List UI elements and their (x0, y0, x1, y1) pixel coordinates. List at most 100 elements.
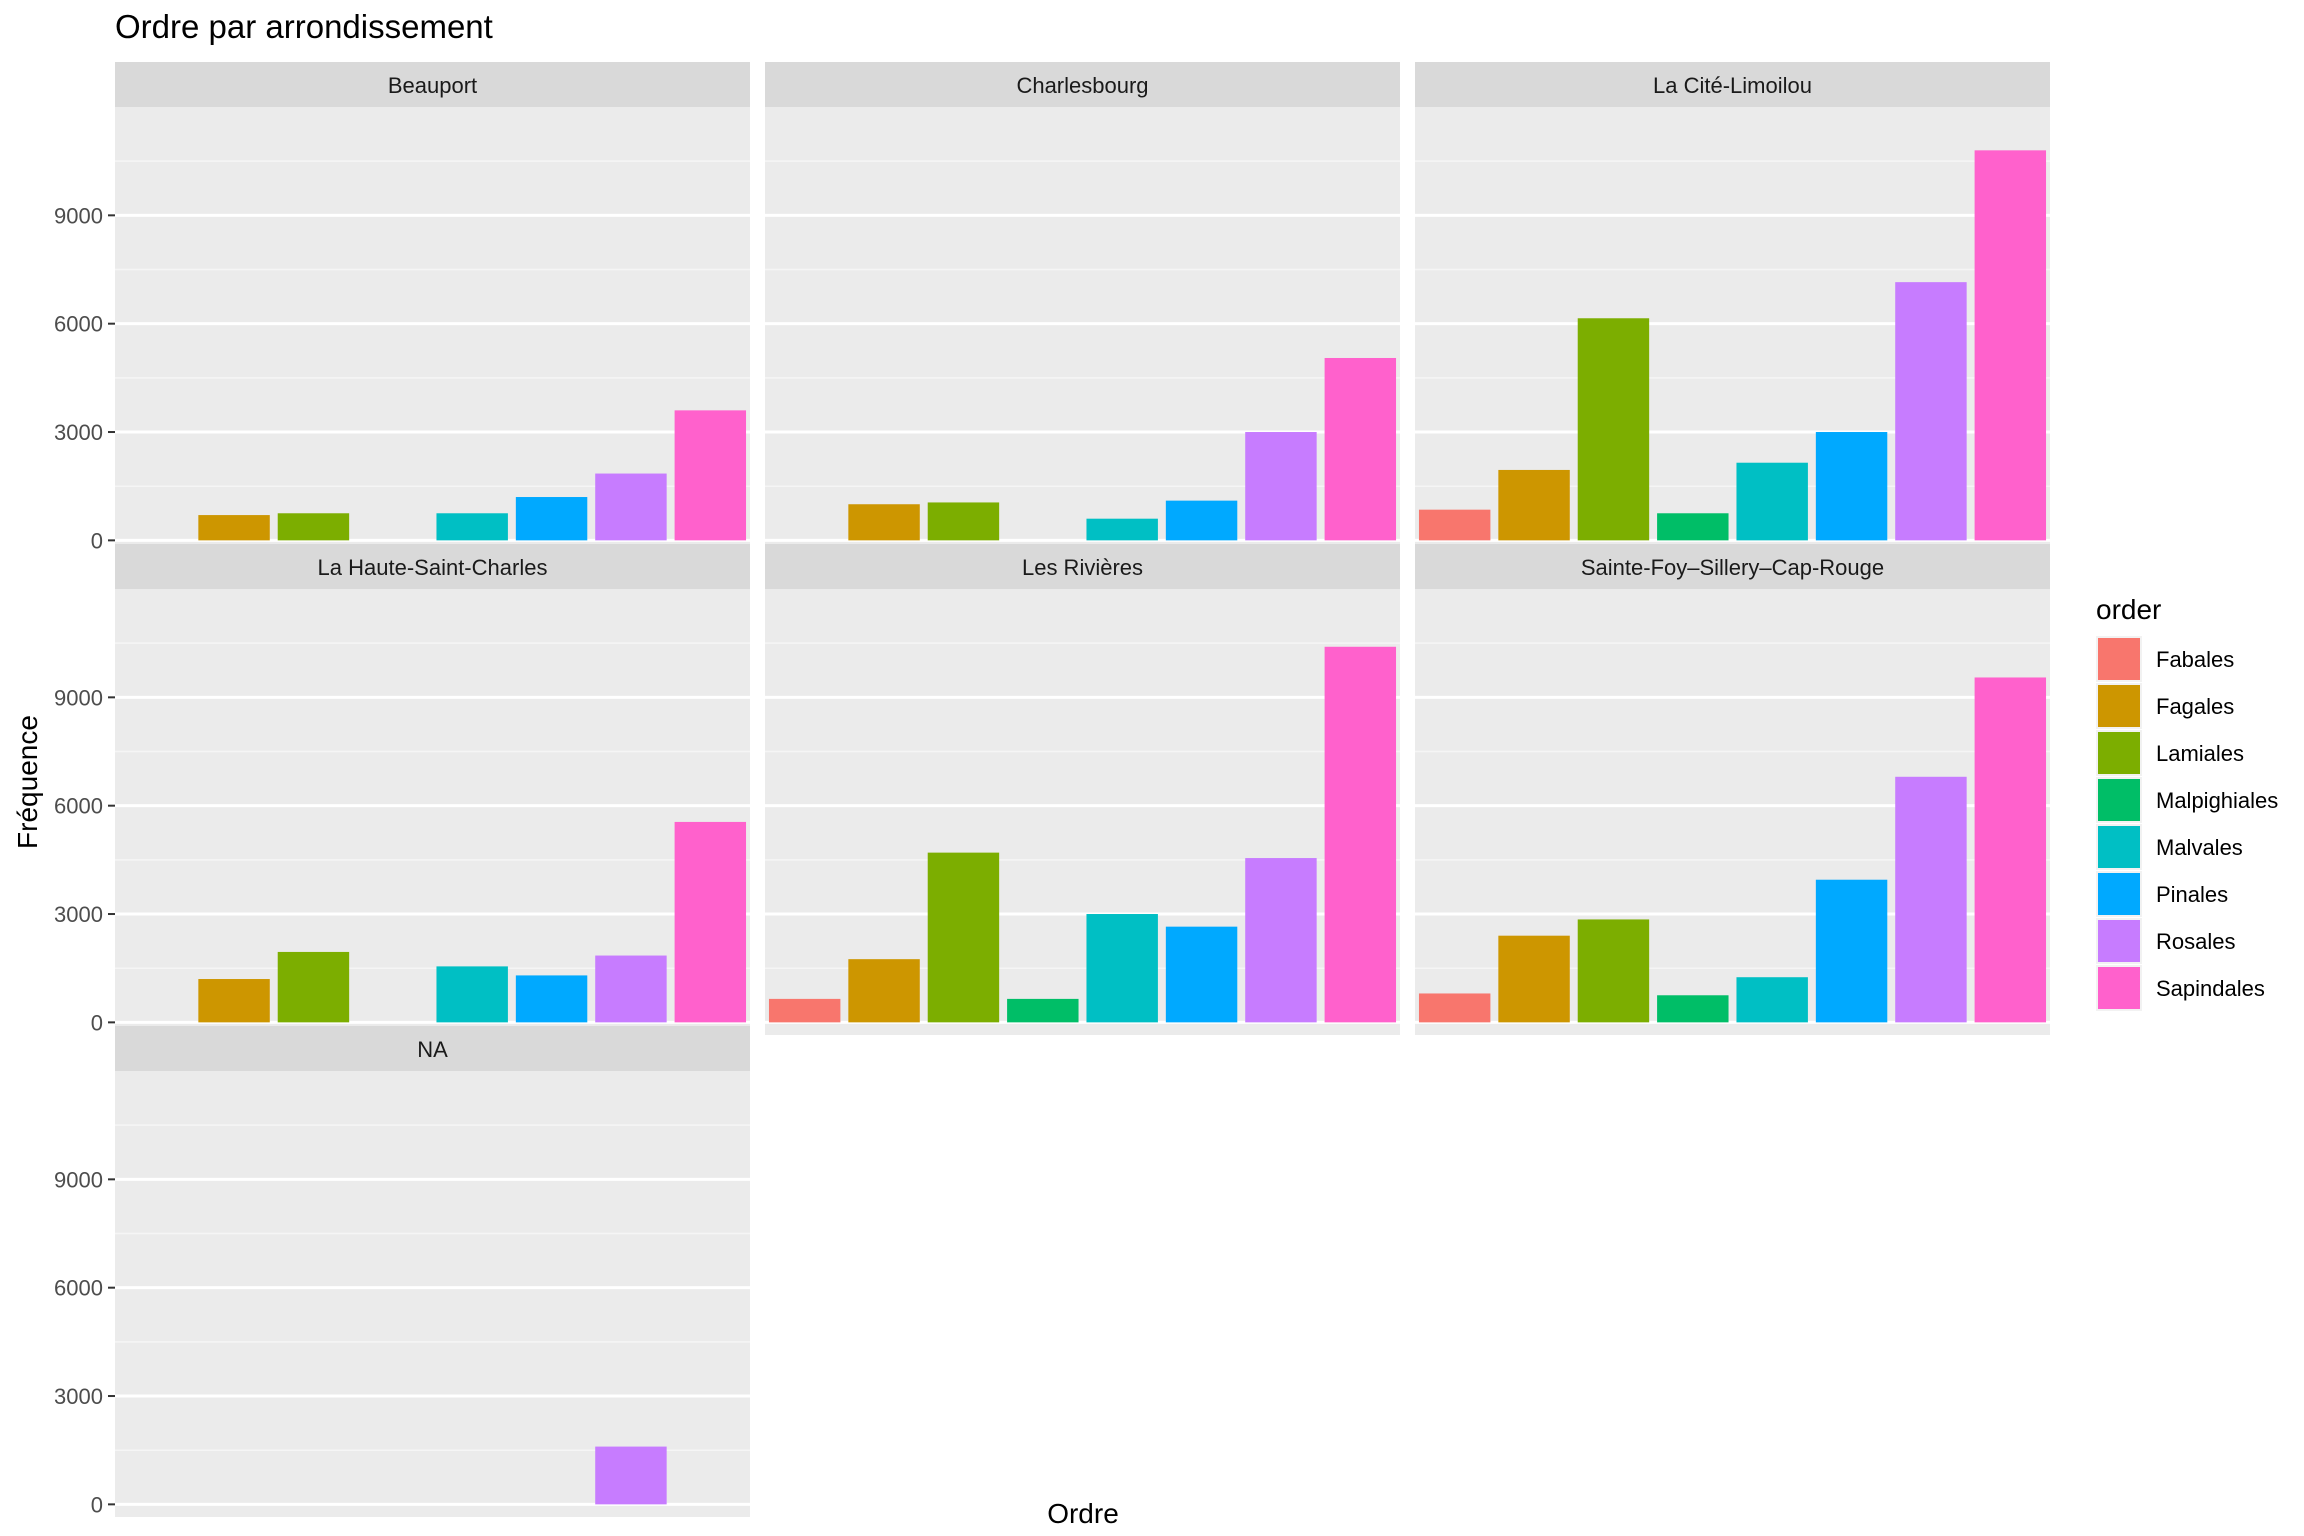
bar-lamiales (1577, 919, 1650, 1023)
bar-malvales (1736, 977, 1808, 1023)
bar-lamiales (927, 502, 1000, 541)
facet-strip (765, 544, 1400, 589)
y-tick-label: 3000 (54, 1384, 103, 1409)
y-tick-label: 6000 (54, 794, 103, 819)
facet-na: NA 0 3000 6000 9000 (54, 1026, 750, 1517)
bar-malvales (1086, 518, 1158, 541)
facet-strip (115, 62, 750, 107)
y-tick-label: 9000 (54, 203, 103, 228)
bar-lamiales (277, 513, 350, 541)
facet-strip-label: Charlesbourg (1016, 73, 1148, 98)
bar-sapindales (674, 410, 747, 541)
facet-strip (115, 544, 750, 589)
legend-label: Pinales (2156, 882, 2228, 907)
bar-lamiales (277, 951, 350, 1023)
legend-swatch-pinales (2098, 873, 2140, 915)
legend-swatch-fagales (2098, 685, 2140, 727)
facet-strip (765, 62, 1400, 107)
legend-swatch-malvales (2098, 826, 2140, 868)
bar-fabales (768, 998, 841, 1023)
facet-strip (115, 1026, 750, 1071)
bar-sapindales (1974, 677, 2047, 1023)
bar-rosales (595, 1446, 667, 1505)
legend-label: Fabales (2156, 647, 2234, 672)
facet-panels: Beauport 0 3000 6000 9000 Charlesbourg La Cité… (54, 62, 2050, 1517)
bar-sapindales (1974, 150, 2047, 541)
bar-lamiales (927, 852, 1000, 1023)
bar-fagales (848, 959, 920, 1023)
y-tick-label: 3000 (54, 420, 103, 445)
facet-strip-label: Les Rivières (1022, 555, 1143, 580)
x-axis-title: Ordre (1047, 1498, 1119, 1529)
facet-strip-label: NA (417, 1037, 448, 1062)
facet-sainte-foy-sillery-cap-rouge: Sainte-Foy–Sillery–Cap-Rouge (1415, 544, 2050, 1035)
bar-malpighiales (1657, 513, 1729, 541)
legend-label: Malpighiales (2156, 788, 2278, 813)
legend-swatch-lamiales (2098, 732, 2140, 774)
bar-malpighiales (1657, 995, 1729, 1023)
legend-label: Fagales (2156, 694, 2234, 719)
bar-rosales (595, 955, 667, 1023)
bar-pinales (515, 975, 588, 1023)
y-tick-label: 6000 (54, 312, 103, 337)
bar-malvales (436, 513, 508, 541)
y-tick-label: 9000 (54, 1167, 103, 1192)
bar-fagales (1498, 935, 1570, 1023)
bar-fabales (1418, 993, 1491, 1023)
facet-strip-label: Sainte-Foy–Sillery–Cap-Rouge (1581, 555, 1884, 580)
bar-pinales (1165, 500, 1238, 541)
y-tick-label: 0 (91, 1492, 103, 1517)
bar-malvales (1086, 914, 1158, 1023)
bar-fagales (198, 979, 270, 1023)
facet-charlesbourg: Charlesbourg (765, 62, 1400, 553)
y-tick-label: 6000 (54, 1276, 103, 1301)
bar-rosales (595, 473, 667, 541)
bar-pinales (1815, 879, 1888, 1023)
legend-title: order (2096, 594, 2161, 625)
legend-label: Rosales (2156, 929, 2235, 954)
bar-fagales (848, 504, 920, 541)
facet-strip (1415, 544, 2050, 589)
y-tick-label: 0 (91, 1010, 103, 1035)
legend-swatch-malpighiales (2098, 779, 2140, 821)
bar-malvales (1736, 462, 1808, 541)
legend-swatch-sapindales (2098, 967, 2140, 1009)
bar-rosales (1895, 776, 1967, 1023)
bar-fagales (198, 515, 270, 541)
facet-strip-label: La Haute-Saint-Charles (318, 555, 548, 580)
y-axis-title: Fréquence (12, 715, 43, 849)
y-tick-label: 9000 (54, 685, 103, 710)
bar-pinales (515, 497, 588, 541)
legend-label: Lamiales (2156, 741, 2244, 766)
bar-pinales (1815, 432, 1888, 541)
bar-sapindales (1324, 357, 1397, 541)
bar-pinales (1165, 926, 1238, 1023)
legend: order Fabales Fagales Lamiales Malpighiales… (2096, 594, 2278, 1011)
facet-beauport: Beauport 0 3000 6000 9000 (54, 62, 750, 553)
bar-rosales (1245, 432, 1317, 541)
bar-fabales (1418, 509, 1491, 541)
bar-malvales (436, 966, 508, 1023)
facet-strip-label: Beauport (388, 73, 477, 98)
legend-swatch-rosales (2098, 920, 2140, 962)
bar-sapindales (1324, 646, 1397, 1023)
y-tick-label: 0 (91, 528, 103, 553)
facet-strip-label: La Cité-Limoilou (1653, 73, 1812, 98)
facet-les-rivi-res: Les Rivières (765, 544, 1400, 1035)
bar-sapindales (674, 821, 747, 1023)
bar-malpighiales (1007, 998, 1079, 1023)
legend-label: Malvales (2156, 835, 2243, 860)
legend-swatch-fabales (2098, 638, 2140, 680)
panel-background (115, 1071, 750, 1517)
bar-fagales (1498, 469, 1570, 541)
facet-strip (1415, 62, 2050, 107)
bar-lamiales (1577, 318, 1650, 541)
chart-title: Ordre par arrondissement (115, 8, 493, 45)
y-tick-label: 3000 (54, 902, 103, 927)
facet-la-haute-saint-charles: La Haute-Saint-Charles 0 3000 6000 9000 (54, 544, 750, 1035)
bar-rosales (1895, 282, 1967, 541)
bar-rosales (1245, 858, 1317, 1023)
legend-label: Sapindales (2156, 976, 2265, 1001)
facet-la-cit-limoilou: La Cité-Limoilou (1415, 62, 2050, 553)
